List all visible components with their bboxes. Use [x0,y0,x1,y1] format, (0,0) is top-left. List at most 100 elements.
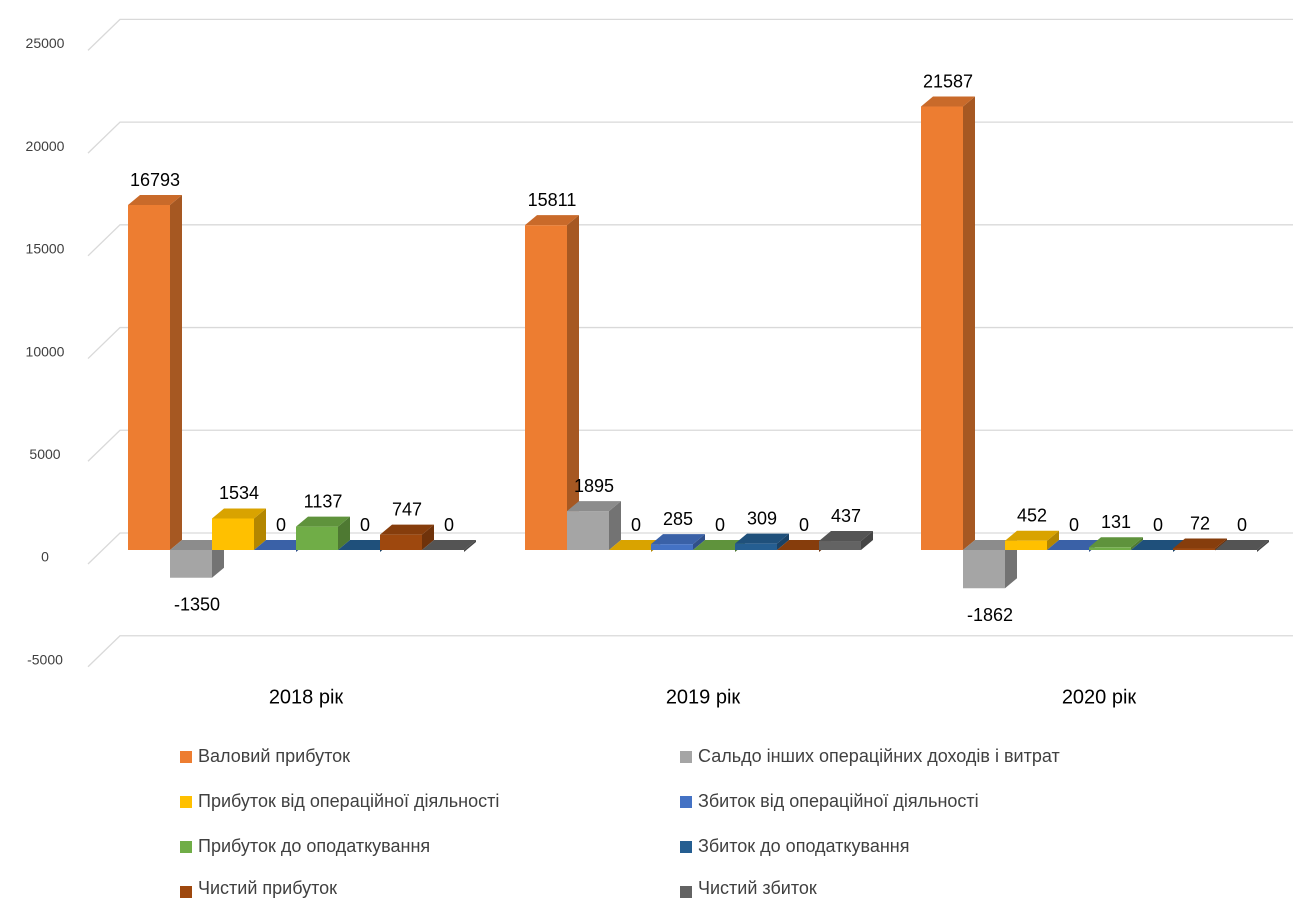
y-tick-label: -5000 [27,651,63,667]
data-label: 15811 [528,190,577,210]
legend-label: Збиток до оподаткування [698,836,910,856]
data-label: 1534 [219,483,259,503]
bar-side [861,531,873,550]
data-label: 1137 [304,491,343,511]
x-tick-label: 2018 рік [269,686,344,708]
bar-side [963,96,975,551]
data-label: 452 [1017,505,1047,525]
legend-swatch [180,841,192,853]
bar [128,195,182,550]
data-label: 0 [799,515,809,535]
bar [422,540,476,552]
bar [1215,540,1269,552]
y-tick-label: 25000 [26,35,65,51]
legend-swatch [180,796,192,808]
bar [735,533,789,550]
bar-side [1257,540,1269,552]
bar-front [170,550,212,578]
bar-front [819,541,861,550]
data-label: 16793 [130,170,180,190]
data-label: 0 [1069,515,1079,535]
legend-label: Валовий прибуток [198,746,350,766]
bar-top [1089,537,1143,548]
legend-label: Збиток від операційної діяльності [698,791,979,811]
bar-front [735,543,777,550]
data-label: 0 [276,515,286,535]
legend-swatch [680,751,692,763]
bar [1005,530,1059,550]
data-label: -1350 [174,594,220,614]
bar-front [567,511,609,550]
bar [963,540,1017,589]
bar-top [422,540,476,550]
bar-top [819,531,873,542]
bar-side [777,533,789,550]
grid-line [87,224,1293,257]
bar-top [1215,540,1269,550]
bar-top [170,540,224,550]
bar-front [1005,540,1047,550]
data-label: 747 [392,499,422,519]
bar-top [963,540,1017,550]
grid-line [87,532,1293,565]
bar-top [128,195,182,205]
data-label: 437 [831,506,861,526]
bar-side [170,195,182,550]
bar-front [1089,547,1131,550]
grid-line [87,326,1293,360]
y-tick-label: 0 [41,549,49,565]
legend-label: Прибуток від операційної діяльності [198,791,499,811]
bar-top [651,534,705,545]
data-label: 0 [715,515,725,535]
data-label: 0 [1153,515,1163,535]
data-label: -1862 [967,605,1013,625]
bar-side [464,540,476,552]
bar-top [1005,530,1059,541]
data-label: 309 [747,508,777,528]
data-label: 131 [1101,512,1131,532]
data-label: 1895 [574,476,614,496]
bar [525,215,579,550]
bar [921,96,975,551]
bar [567,501,621,550]
bar-side [1131,537,1143,550]
y-tick-label: 20000 [26,138,65,154]
x-tick-label: 2019 рік [666,686,741,708]
bar [1089,537,1143,550]
bar [651,534,705,550]
bar-side [1047,530,1059,550]
bar-front [212,518,254,550]
bar-top [1047,540,1101,550]
x-tick-label: 2020 рік [1062,686,1137,708]
legend-swatch [680,886,692,898]
grid-line [87,121,1293,154]
bar [819,531,873,550]
bar-front [921,106,963,551]
bar-side [609,501,621,550]
data-label: 0 [631,515,641,535]
bar-front [651,544,693,550]
data-label: 0 [444,515,454,535]
legend-swatch [680,796,692,808]
bar-side [567,215,579,550]
grid-line [87,635,1293,668]
bar-front [525,225,567,550]
bar [380,524,434,550]
bar-top [380,524,434,535]
y-tick-label: 15000 [26,241,65,257]
data-label: 285 [663,509,693,529]
bar-front [1173,548,1215,550]
grid-line [87,429,1293,462]
bar-side [338,516,350,550]
bar-top [735,533,789,544]
bar-side [422,524,434,550]
bar-top [1131,540,1185,550]
bar-top [1173,538,1227,549]
legend-swatch [680,841,692,853]
bar-top [296,516,350,527]
y-tick-label: 10000 [26,343,65,359]
bar-top [609,540,663,550]
bar [212,508,266,550]
legend-label: Чистий прибуток [198,878,337,898]
